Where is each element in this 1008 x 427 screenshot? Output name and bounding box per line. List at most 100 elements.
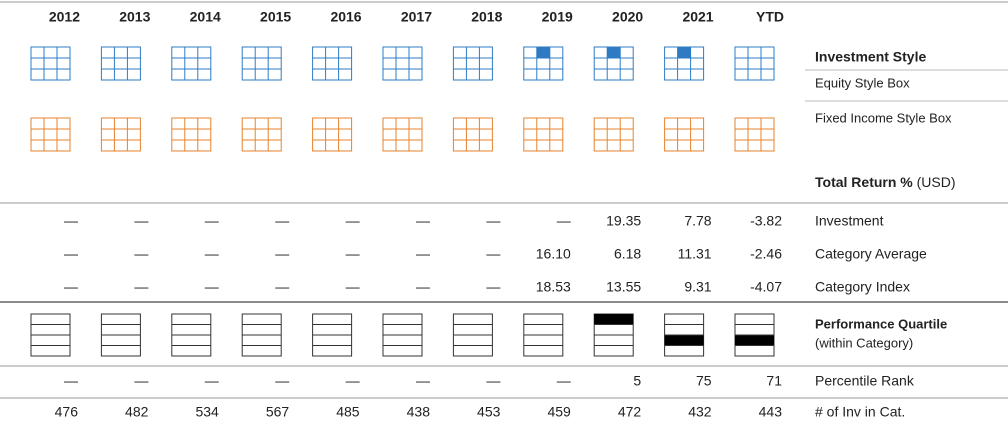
return-value: — <box>64 213 78 229</box>
fixed-income-label: Fixed Income Style Box <box>815 110 952 125</box>
percentile-value: — <box>205 373 219 389</box>
return-value: — <box>134 246 148 262</box>
year-header: YTD <box>756 9 784 25</box>
return-value: 16.10 <box>536 246 571 262</box>
total-return-heading: Total Return % (USD) <box>815 174 956 190</box>
return-value: — <box>416 213 430 229</box>
percentile-value: — <box>486 373 500 389</box>
count-value: 534 <box>195 404 219 420</box>
style-box <box>312 46 353 81</box>
style-box <box>171 46 212 81</box>
count-value: 476 <box>55 404 79 420</box>
count-value: 453 <box>477 404 501 420</box>
style-box <box>734 117 775 152</box>
return-value: — <box>134 213 148 229</box>
year-header: 2021 <box>682 9 713 25</box>
year-header: 2012 <box>49 9 80 25</box>
return-value: — <box>64 246 78 262</box>
return-value: — <box>486 279 500 295</box>
investment-style-title: Investment Style <box>815 49 926 65</box>
style-box <box>452 117 493 152</box>
quartile-fill <box>664 335 704 346</box>
return-value: — <box>134 279 148 295</box>
percentile-value: — <box>346 373 360 389</box>
style-box <box>734 46 775 81</box>
percentile-value: — <box>557 373 571 389</box>
return-value: — <box>486 246 500 262</box>
style-box <box>664 117 705 152</box>
percentile-value: 71 <box>766 373 782 389</box>
return-value: 13.55 <box>606 279 641 295</box>
style-box <box>382 117 423 152</box>
return-value: — <box>416 279 430 295</box>
count-value: 567 <box>266 404 290 420</box>
style-box <box>452 46 493 81</box>
style-box <box>241 46 282 81</box>
row-label: Investment <box>815 213 884 229</box>
style-box <box>523 117 564 152</box>
style-box <box>171 117 212 152</box>
percentile-value: — <box>275 373 289 389</box>
quartile-title: Performance Quartile <box>815 316 947 331</box>
count-value: 432 <box>688 404 712 420</box>
style-box <box>30 46 71 81</box>
percentile-value: — <box>416 373 430 389</box>
quartile-fill <box>594 314 634 325</box>
quartile-subtitle: (within Category) <box>815 335 913 350</box>
equity-label: Equity Style Box <box>815 75 910 90</box>
return-value: — <box>205 246 219 262</box>
return-value: — <box>275 246 289 262</box>
style-box-cell <box>607 47 621 58</box>
return-value: — <box>486 213 500 229</box>
count-value: 438 <box>407 404 431 420</box>
return-value: — <box>346 213 360 229</box>
year-header: 2015 <box>260 9 291 25</box>
style-box-cell <box>536 47 550 58</box>
count-value: 485 <box>336 404 360 420</box>
return-value: — <box>275 213 289 229</box>
return-value: 11.31 <box>678 246 712 262</box>
percentile-value: — <box>134 373 148 389</box>
year-header: 2016 <box>330 9 361 25</box>
return-value: — <box>416 246 430 262</box>
style-box <box>100 46 141 81</box>
row-label: Category Index <box>815 279 910 295</box>
return-value: 19.35 <box>606 213 641 229</box>
year-header: 2014 <box>190 9 221 25</box>
return-value: — <box>205 279 219 295</box>
count-value: 472 <box>618 404 642 420</box>
percentile-label: Percentile Rank <box>815 373 915 389</box>
row-label: Category Average <box>815 246 927 262</box>
return-value: 6.18 <box>614 246 641 262</box>
unit: (USD) <box>917 174 956 190</box>
percentile-value: 75 <box>696 373 712 389</box>
return-value: -2.46 <box>750 246 782 262</box>
style-box-cell <box>677 47 691 58</box>
return-value: -3.82 <box>750 213 782 229</box>
year-header: 2017 <box>401 9 432 25</box>
count-value: 482 <box>125 404 149 420</box>
count-value: 459 <box>547 404 571 420</box>
year-header: 2020 <box>612 9 643 25</box>
percentile-value: 5 <box>633 373 641 389</box>
return-value: — <box>205 213 219 229</box>
return-value: 9.31 <box>684 279 711 295</box>
count-value: 443 <box>759 404 783 420</box>
return-value: 18.53 <box>536 279 571 295</box>
style-box <box>100 117 141 152</box>
style-box <box>241 117 282 152</box>
quartile-fill <box>735 335 774 346</box>
return-value: — <box>346 246 360 262</box>
year-header: 2013 <box>119 9 150 25</box>
year-header: 2018 <box>471 9 502 25</box>
return-value: — <box>275 279 289 295</box>
count-label: # of Inv in Cat. <box>815 404 905 420</box>
style-box <box>593 117 634 152</box>
year-header: 2019 <box>542 9 573 25</box>
return-value: — <box>557 213 571 229</box>
total-return-title: Total Return % <box>815 174 913 190</box>
style-box <box>30 117 71 152</box>
style-box <box>382 46 423 81</box>
return-value: — <box>346 279 360 295</box>
